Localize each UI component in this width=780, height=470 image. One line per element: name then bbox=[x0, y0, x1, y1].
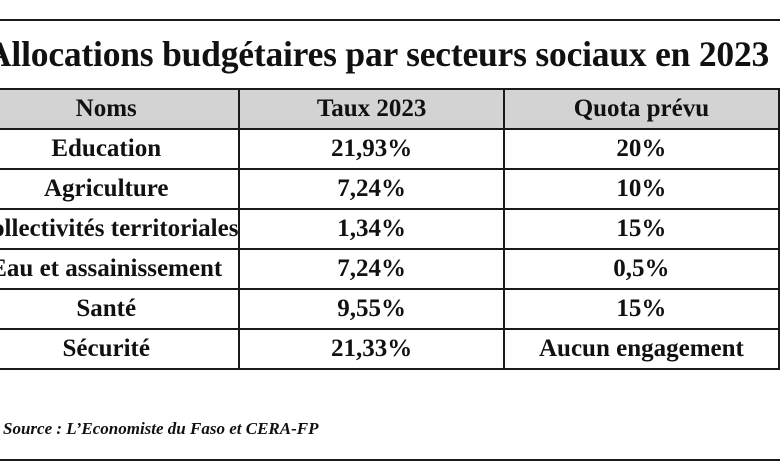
cell-taux-2023: 9,55% bbox=[238, 288, 505, 330]
source-note: Source : L’Economiste du Faso et CERA-FP bbox=[3, 419, 319, 438]
table-row: Sécurité 21,33% Aucun engagement bbox=[0, 328, 780, 370]
cell-noms: Sécurité bbox=[0, 328, 241, 370]
cell-taux-2023: 7,24% bbox=[238, 248, 505, 290]
column-header-quota-prevu: Quota prévu bbox=[502, 88, 780, 130]
cell-quota-prevu: 15% bbox=[502, 208, 780, 250]
cell-noms: Eau et assainissement bbox=[0, 248, 241, 290]
cell-noms: Education bbox=[0, 128, 241, 170]
table-row: Collectivités territoriales 1,34% 15% bbox=[0, 208, 780, 250]
cell-taux-2023: 21,33% bbox=[238, 328, 505, 370]
budget-allocation-table: Noms Taux 2023 Quota prévu Education 21,… bbox=[0, 88, 780, 370]
cell-taux-2023: 1,34% bbox=[238, 208, 505, 250]
figure-title: Allocations budgétaires par secteurs soc… bbox=[0, 34, 770, 74]
cell-noms: Santé bbox=[0, 288, 241, 330]
cell-noms: Collectivités territoriales bbox=[0, 208, 241, 250]
table-row: Santé 9,55% 15% bbox=[0, 288, 780, 330]
column-header-taux-2023: Taux 2023 bbox=[238, 88, 505, 130]
bottom-rule bbox=[0, 459, 780, 461]
cell-quota-prevu: 20% bbox=[502, 128, 780, 170]
cell-quota-prevu: 10% bbox=[502, 168, 780, 210]
table-row: Eau et assainissement 7,24% 0,5% bbox=[0, 248, 780, 290]
cell-quota-prevu: Aucun engagement bbox=[502, 328, 780, 370]
cell-noms: Agriculture bbox=[0, 168, 241, 210]
top-rule bbox=[0, 19, 780, 21]
table-row: Agriculture 7,24% 10% bbox=[0, 168, 780, 210]
table-row: Education 21,93% 20% bbox=[0, 128, 780, 170]
cell-quota-prevu: 15% bbox=[502, 288, 780, 330]
table-header-row: Noms Taux 2023 Quota prévu bbox=[0, 88, 780, 130]
cell-taux-2023: 21,93% bbox=[238, 128, 505, 170]
column-header-noms: Noms bbox=[0, 88, 241, 130]
budget-table-container: Noms Taux 2023 Quota prévu Education 21,… bbox=[0, 88, 780, 370]
cell-taux-2023: 7,24% bbox=[238, 168, 505, 210]
cell-quota-prevu: 0,5% bbox=[502, 248, 780, 290]
